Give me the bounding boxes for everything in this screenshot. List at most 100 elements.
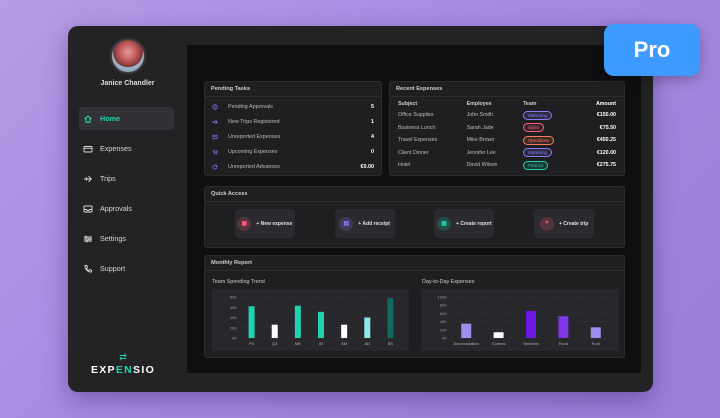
chart-bar <box>364 317 371 338</box>
chart-bar <box>387 298 394 338</box>
table-row[interactable]: Business Lunch Sarah Jade Sales €75.50 <box>390 122 624 135</box>
sidebar-item-expenses[interactable]: Expenses <box>79 137 174 160</box>
task-value: €0.00 <box>360 163 375 170</box>
exchange-icon: ⇄ <box>119 352 127 362</box>
pin-icon: ⌖ <box>539 216 554 231</box>
brand-name: EXPENSIO <box>88 364 158 376</box>
table-cell-subject: Business Lunch <box>398 124 436 131</box>
phone-icon <box>84 264 92 272</box>
x-tick-label: SM <box>341 341 347 346</box>
quick-action-label: + Add receipt <box>358 220 390 227</box>
chart-title: Day-to-Day Expenses <box>422 279 475 285</box>
table-cell-team: Operations <box>515 134 572 147</box>
home-icon <box>84 114 92 123</box>
chart-bar <box>271 324 278 338</box>
table-row[interactable]: Hotel David Wilson Finance €275.75 <box>390 159 624 172</box>
chart-title: Team Spending Trend <box>212 279 265 285</box>
recent-expenses-card: Recent Expenses Subject Employee Team Am… <box>389 81 625 176</box>
table-cell-team: Marketing <box>515 109 572 122</box>
sidebar-item-trips[interactable]: Trips <box>79 167 174 190</box>
task-value: 4 <box>371 133 374 140</box>
x-tick-label: Services <box>523 341 538 346</box>
column-header[interactable]: Employee <box>466 101 492 107</box>
task-label: Unreported Expenses <box>228 133 281 140</box>
sidebar-item-label: Settings <box>100 234 126 243</box>
y-tick-label: 0K <box>442 336 447 341</box>
app-window: Janice Chandler Home Expenses Trips Appr… <box>68 26 653 392</box>
report-icon: ▦ <box>437 216 452 231</box>
plane-icon <box>212 119 218 124</box>
card-title: Recent Expenses <box>390 82 624 97</box>
sidebar-item-settings[interactable]: Settings <box>79 227 174 250</box>
quick-action-button[interactable]: ⌖ + Create trip <box>534 209 595 238</box>
task-label: Unreported Advances <box>228 163 280 170</box>
team-spending-chart-svg: 80K 60K 40K 20K 0K P3 Q3 MB IB SM AD BS <box>230 295 402 346</box>
brand-name-accent: EN <box>115 364 134 376</box>
x-tick-label: AD <box>365 341 371 346</box>
receipt-icon <box>212 134 218 139</box>
table-cell-employee: John Smith <box>466 112 494 119</box>
x-tick-label: Food <box>559 341 568 346</box>
x-tick-label: Fuel <box>592 341 600 346</box>
table-row[interactable]: Client Dinner Jennifer Lee Marketing €120.0… <box>390 147 624 160</box>
monthly-report-card: Monthly Report Team Spending Trend Day-t… <box>204 255 625 358</box>
column-header[interactable]: Team <box>523 101 537 107</box>
table-row[interactable]: Travel Expenses Mike Brown Operations €450.… <box>390 134 624 147</box>
sidebar-item-home[interactable]: Home <box>79 107 174 130</box>
sidebar-item-support[interactable]: Support <box>79 257 174 280</box>
table-cell-employee: Jennifer Lee <box>466 149 496 156</box>
task-row[interactable]: New Trips Registered 1 <box>205 114 381 129</box>
chart-bar <box>526 310 536 338</box>
quick-action-label: + Create report <box>456 220 492 227</box>
quick-action-button[interactable]: ▦ + Create report <box>434 209 495 238</box>
column-header[interactable]: Subject <box>398 101 418 107</box>
task-label: Upcoming Expenses <box>228 148 278 155</box>
y-tick-label: 100K <box>438 295 448 300</box>
task-label: Pending Approvals <box>228 103 273 110</box>
task-row[interactable]: Pending Approvals 5 <box>205 99 381 114</box>
pro-badge[interactable]: Pro <box>604 24 700 76</box>
brand-name-part: SIO <box>133 364 156 376</box>
team-badge: Marketing <box>523 148 552 158</box>
table-cell-subject: Office Supplies <box>398 112 434 119</box>
inbox-icon <box>83 205 93 212</box>
y-tick-label: 60K <box>230 305 237 310</box>
task-row[interactable]: Unreported Advances €0.00 <box>205 159 381 174</box>
table-cell-amount: €75.50 <box>599 124 616 131</box>
x-tick-label: Accomodation <box>454 341 479 346</box>
table-cell-subject: Client Dinner <box>398 149 429 156</box>
y-tick-label: 40K <box>440 319 447 324</box>
sidebar-item-label: Trips <box>100 174 116 183</box>
table-cell-employee: Sarah Jade <box>466 124 494 131</box>
sidebar-item-approvals[interactable]: Approvals <box>79 197 174 220</box>
refresh-icon <box>212 164 218 169</box>
card-title: Pending Tasks <box>205 82 381 97</box>
avatar[interactable] <box>109 38 146 74</box>
task-row[interactable]: Upcoming Expenses 0 <box>205 144 381 159</box>
team-badge: Marketing <box>523 110 552 120</box>
table-cell-amount: €150.00 <box>596 112 616 119</box>
task-value: 5 <box>371 103 374 110</box>
chart-bar <box>461 323 472 338</box>
quick-action-button[interactable]: ▤ + Add receipt <box>334 209 395 238</box>
team-spending-chart: 80K 60K 40K 20K 0K P3 Q3 MB IB SM AD BS <box>212 289 409 351</box>
y-tick-label: 80K <box>440 303 447 308</box>
expenses-table: Subject Employee Team Amount Office Supp… <box>390 97 624 172</box>
table-row[interactable]: Office Supplies John Smith Marketing €150.0… <box>390 109 624 122</box>
quick-action-button[interactable]: ▣ + New expense <box>234 209 295 238</box>
y-tick-label: 80K <box>230 295 237 300</box>
x-tick-label: MB <box>295 341 301 346</box>
table-cell-employee: Mike Brown <box>466 137 495 144</box>
card-title: Quick Access <box>205 187 624 202</box>
quick-action-label: + Create trip <box>558 220 589 227</box>
dashboard-main: Pending Tasks Pending Approvals 5 New Tr… <box>187 45 641 373</box>
column-header[interactable]: Amount <box>595 101 616 107</box>
y-tick-label: 40K <box>230 315 237 320</box>
x-tick-label: P3 <box>249 341 255 346</box>
card-title: Monthly Report <box>205 256 624 271</box>
chart-bar <box>341 324 348 338</box>
chart-bar <box>248 306 255 338</box>
x-tick-label: Q3 <box>272 341 278 346</box>
cart-icon <box>212 149 218 154</box>
task-row[interactable]: Unreported Expenses 4 <box>205 129 381 144</box>
